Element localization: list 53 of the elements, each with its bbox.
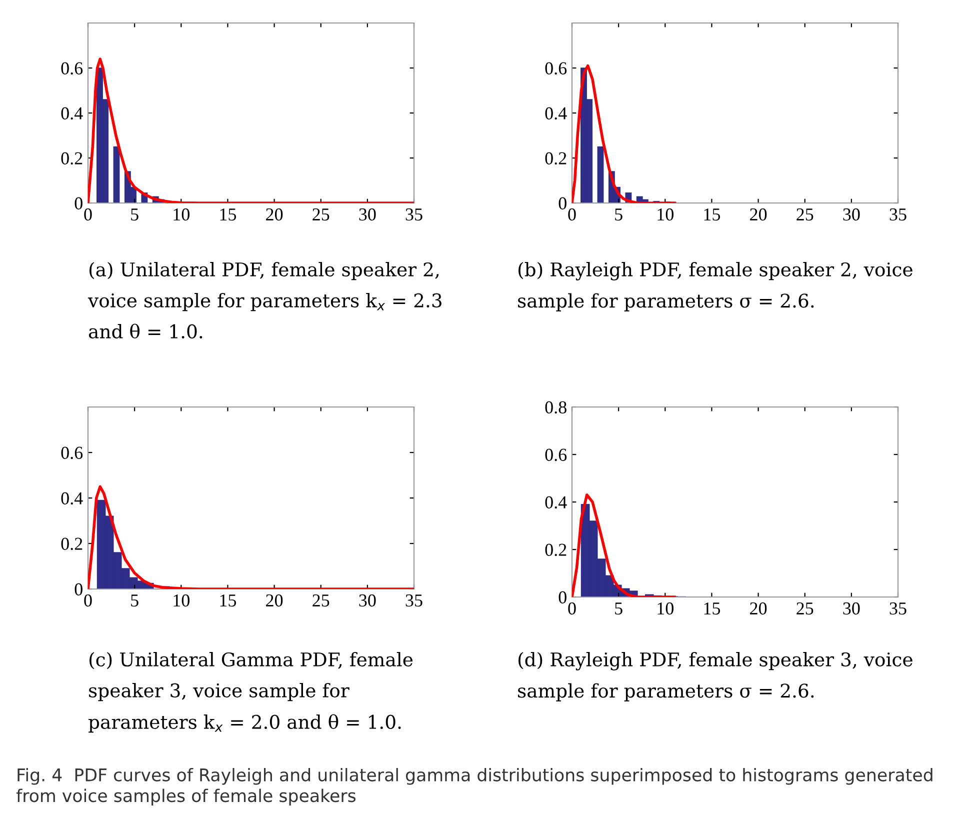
x-tick-label: 20 — [266, 594, 283, 607]
x-tick-label: 35 — [890, 602, 906, 615]
x-tick-label: 5 — [615, 208, 622, 221]
x-tick-label: 15 — [220, 208, 236, 221]
x-tick-label: 15 — [220, 594, 236, 607]
x-tick-label: 5 — [131, 208, 138, 221]
x-tick-label: 25 — [796, 602, 814, 615]
x-tick-label: 25 — [312, 208, 330, 221]
x-tick-label: 25 — [796, 208, 814, 221]
y-tick-label: 0.4 — [61, 107, 83, 120]
x-tick-label: 0 — [84, 594, 92, 607]
y-tick-label: 0.4 — [545, 496, 567, 509]
y-tick-label: 0.2 — [545, 544, 566, 556]
x-tick-label: 20 — [750, 602, 767, 615]
y-tick-label: 0.8 — [545, 401, 566, 414]
x-tick-label: 10 — [174, 594, 190, 607]
x-tick-label: 10 — [658, 208, 674, 221]
text: (d) Rayleigh PDF, female speaker 3, voice sample for parameters σ = 2.6. — [518, 652, 912, 702]
x-tick-label: 20 — [266, 208, 283, 221]
x-tick-label: 30 — [359, 594, 376, 607]
x-tick-label: 15 — [704, 208, 720, 221]
y-tick-label: 0.6 — [61, 446, 83, 460]
x-tick-label: 30 — [843, 208, 860, 221]
y-tick-label: 0.6 — [545, 62, 567, 75]
text: (a) Unilateral PDF, female speaker 2, voice sample for parameters k$_{x}$ = 2.3 and θ = 1.0. — [88, 262, 442, 338]
x-tick-label: 25 — [312, 594, 330, 607]
x-tick-label: 30 — [843, 602, 860, 615]
y-tick-label: 0.2 — [61, 152, 82, 165]
x-tick-label: 10 — [174, 208, 190, 221]
x-tick-label: 0 — [568, 602, 576, 615]
x-tick-label: 5 — [131, 594, 138, 607]
x-tick-label: 10 — [658, 602, 674, 615]
y-tick-label: 0.2 — [61, 538, 82, 550]
y-tick-label: 0.4 — [61, 492, 83, 505]
x-tick-label: 0 — [84, 208, 92, 221]
y-tick-label: 0.2 — [545, 152, 566, 165]
x-tick-label: 30 — [359, 208, 376, 221]
y-tick-label: 0.4 — [545, 107, 567, 120]
x-tick-label: 35 — [406, 594, 422, 607]
y-tick-label: 0.6 — [545, 448, 567, 462]
x-tick-label: 35 — [890, 208, 906, 221]
y-tick-label: 0 — [74, 583, 82, 596]
caption: Fig. 4 PDF curves of Rayleigh and unilateral gamma distributions superimposed to histograms generated from voice samples of female speakers — [16, 768, 932, 806]
x-tick-label: 20 — [750, 208, 767, 221]
y-tick-label: 0 — [74, 197, 82, 210]
y-tick-label: 0 — [558, 197, 566, 210]
x-tick-label: 15 — [704, 602, 720, 615]
y-tick-label: 0.6 — [61, 62, 83, 75]
x-tick-label: 35 — [406, 208, 422, 221]
text: (b) Rayleigh PDF, female speaker 2, voice sample for parameters σ = 2.6. — [518, 262, 912, 312]
text: (c) Unilateral Gamma PDF, female speaker 3, voice sample for parameters k$_{x}$ = 2.0 and θ = 1.0. — [88, 652, 413, 733]
x-tick-label: 0 — [568, 208, 576, 221]
x-tick-label: 5 — [615, 602, 622, 615]
